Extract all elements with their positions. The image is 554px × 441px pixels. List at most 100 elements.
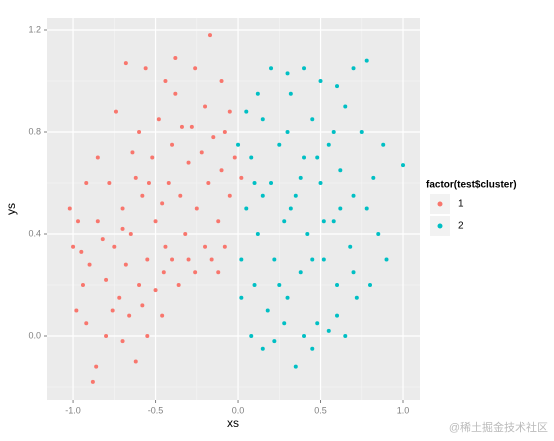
- point: [203, 104, 208, 109]
- point: [216, 270, 221, 275]
- point: [145, 257, 150, 262]
- point: [269, 180, 274, 185]
- point: [173, 56, 178, 61]
- point: [186, 257, 191, 262]
- legend-swatch: [437, 201, 443, 207]
- point: [207, 33, 212, 38]
- point: [222, 129, 227, 134]
- point: [84, 321, 89, 326]
- point: [128, 231, 133, 236]
- point: [236, 142, 241, 147]
- point: [150, 155, 155, 160]
- point: [260, 117, 265, 122]
- point: [104, 277, 109, 282]
- point: [249, 155, 254, 160]
- point: [173, 91, 178, 96]
- point: [67, 206, 72, 211]
- point: [368, 282, 373, 287]
- point: [176, 282, 181, 287]
- point: [351, 193, 356, 198]
- y-tick-label: 1.2: [28, 24, 41, 34]
- point: [244, 206, 249, 211]
- point: [331, 129, 336, 134]
- point: [199, 150, 204, 155]
- point: [145, 333, 150, 338]
- point: [211, 135, 216, 140]
- point: [194, 206, 199, 211]
- point: [265, 308, 270, 313]
- point: [113, 109, 118, 114]
- point: [351, 270, 356, 275]
- point: [302, 155, 307, 160]
- point: [293, 364, 298, 369]
- point: [252, 180, 257, 185]
- point: [206, 180, 211, 185]
- point: [277, 282, 282, 287]
- point: [179, 124, 184, 129]
- point: [239, 175, 244, 180]
- legend-label: 2: [458, 221, 464, 232]
- point: [94, 364, 99, 369]
- point: [354, 295, 359, 300]
- point: [203, 244, 208, 249]
- point: [153, 219, 158, 224]
- point: [326, 142, 331, 147]
- points: [67, 33, 406, 384]
- point: [364, 206, 369, 211]
- point: [222, 244, 227, 249]
- point: [318, 78, 323, 83]
- point: [364, 58, 369, 63]
- y-tick-label: 0.4: [28, 228, 41, 238]
- point: [71, 244, 76, 249]
- x-axis-label: xs: [227, 416, 239, 430]
- point: [183, 231, 188, 236]
- point: [331, 219, 336, 224]
- point: [160, 201, 165, 206]
- point: [153, 288, 158, 293]
- x-tick-label: 1.0: [397, 405, 410, 415]
- point: [285, 129, 290, 134]
- point: [87, 262, 92, 267]
- point: [79, 249, 84, 254]
- point: [269, 66, 274, 71]
- point: [117, 295, 122, 300]
- point: [123, 262, 128, 267]
- point: [227, 109, 232, 114]
- point: [166, 180, 171, 185]
- point: [104, 333, 109, 338]
- point: [84, 180, 89, 185]
- legend-swatch: [437, 223, 443, 229]
- point: [335, 84, 340, 89]
- y-tick-label: 0.0: [28, 330, 41, 340]
- point: [170, 142, 175, 147]
- point: [146, 180, 151, 185]
- point: [163, 244, 168, 249]
- legend-label: 1: [458, 199, 464, 210]
- point: [137, 282, 142, 287]
- point: [249, 333, 254, 338]
- point: [143, 66, 148, 71]
- point: [123, 61, 128, 66]
- point: [302, 66, 307, 71]
- point: [260, 193, 265, 198]
- point: [95, 219, 100, 224]
- point: [285, 295, 290, 300]
- point: [160, 313, 165, 318]
- point: [232, 155, 237, 160]
- point: [74, 308, 79, 313]
- point: [163, 78, 168, 83]
- point: [178, 193, 183, 198]
- point: [305, 231, 310, 236]
- point: [288, 206, 293, 211]
- point: [76, 219, 81, 224]
- point: [140, 303, 145, 308]
- point: [255, 231, 260, 236]
- point: [161, 270, 166, 275]
- point: [193, 66, 198, 71]
- point: [310, 346, 315, 351]
- point: [277, 142, 282, 147]
- point: [107, 180, 112, 185]
- point: [285, 71, 290, 76]
- point: [348, 244, 353, 249]
- point: [252, 282, 257, 287]
